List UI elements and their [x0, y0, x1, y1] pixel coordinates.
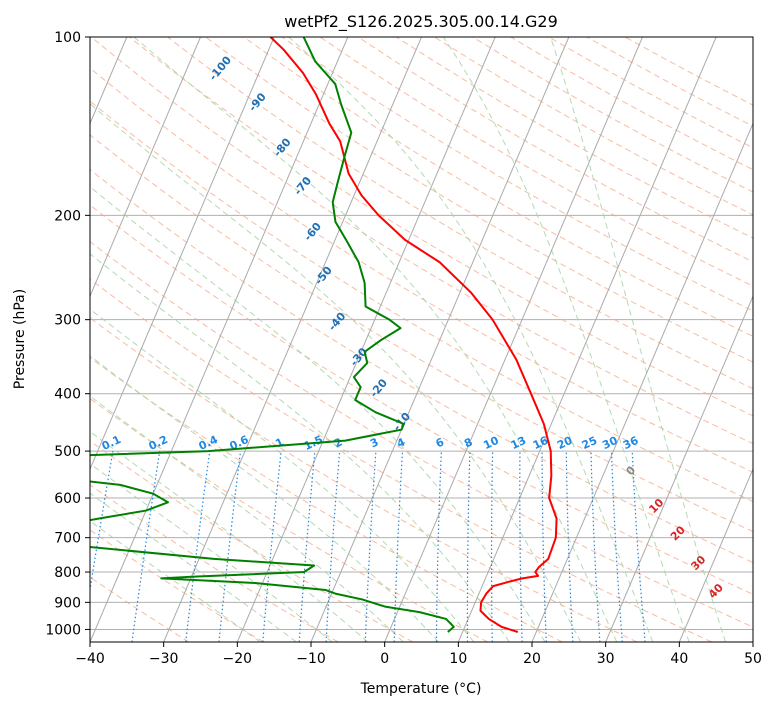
y-axis-label: Pressure (hPa)	[12, 289, 28, 389]
y-tick-label: 700	[54, 531, 81, 547]
x-tick-label: 30	[597, 651, 615, 667]
isotherm	[90, 37, 349, 642]
mixing-ratio-label: 30	[600, 434, 620, 452]
moist-adiabat	[90, 430, 369, 642]
isotherm	[310, 37, 570, 642]
y-tick-label: 600	[54, 491, 81, 507]
mixing-ratio-label: 13	[509, 434, 528, 452]
moist-adiabat	[288, 37, 654, 642]
dry-adiabat	[243, 37, 753, 337]
x-tick-label: 50	[744, 651, 762, 667]
moist-adiabat	[90, 492, 297, 642]
moist-adiabat	[90, 308, 475, 642]
moist-adiabat	[90, 395, 404, 642]
y-tick-label: 1000	[45, 622, 81, 638]
isotherm	[678, 467, 753, 642]
moist-adiabat	[90, 463, 333, 642]
dry-adiabat	[281, 37, 753, 312]
dry-adiabat	[90, 278, 712, 642]
profiles	[90, 37, 558, 633]
mixing-ratio-label: 36	[621, 434, 641, 452]
mixing-ratio-line	[262, 451, 282, 642]
isotherm	[90, 37, 275, 471]
dry-adiabat	[90, 397, 488, 642]
y-tick-label: 100	[54, 30, 81, 46]
mixing-ratio-line	[218, 451, 242, 642]
dry-adiabat	[90, 134, 753, 533]
x-tick-label: −30	[149, 651, 179, 667]
x-tick-label: 40	[670, 651, 688, 667]
mixing-ratio-label: 20	[555, 434, 575, 452]
moist-adiabat	[90, 103, 582, 642]
plot-frame	[89, 36, 754, 643]
mixing-ratio-label: 16	[531, 434, 551, 452]
background-lines	[90, 37, 753, 642]
mixing-ratio-label: 10	[481, 434, 501, 452]
x-tick-label: 20	[523, 651, 541, 667]
x-tick-label: −10	[296, 651, 326, 667]
x-axis-ticks: −40 −30 −20 −10 0 10 20 30 40 50	[75, 642, 762, 667]
y-tick-label: 500	[54, 444, 81, 460]
dry-adiabat	[129, 37, 753, 417]
moist-adiabat	[90, 355, 439, 642]
mixing-ratio-line	[185, 451, 211, 642]
isotherm	[605, 295, 753, 642]
x-tick-label: 0	[380, 651, 389, 667]
isotherm	[531, 122, 753, 642]
moist-adiabat	[90, 253, 510, 642]
dry-adiabats	[90, 37, 753, 642]
isotherm	[163, 37, 422, 642]
moist-adiabats	[90, 37, 727, 642]
moist-adiabat	[550, 37, 727, 642]
y-axis-ticks: 100 200 300 400 500 600 700 800 900 1000	[45, 30, 90, 638]
isotherms	[90, 37, 753, 642]
x-tick-label: −40	[75, 651, 105, 667]
dry-adiabat	[90, 317, 638, 642]
y-tick-label: 400	[54, 387, 81, 403]
dry-adiabat	[90, 168, 753, 564]
pressure-gridlines	[90, 37, 753, 630]
dry-adiabat	[90, 529, 264, 642]
dry-adiabat	[90, 100, 753, 503]
moist-adiabat	[442, 37, 690, 642]
x-tick-label: −20	[223, 651, 253, 667]
isotherm	[457, 37, 717, 642]
isotherm	[90, 37, 201, 298]
dry-adiabat	[90, 241, 753, 628]
dry-adiabat	[90, 37, 753, 445]
mixing-ratio-line	[90, 450, 114, 594]
chart-title: wetPf2_S126.2025.305.00.14.G29	[284, 12, 558, 32]
mixing-ratio-line	[298, 451, 316, 642]
y-tick-label: 800	[54, 565, 81, 581]
y-tick-label: 900	[54, 595, 81, 611]
isotherm	[384, 37, 643, 642]
plot-area-background	[90, 37, 753, 642]
dry-adiabat	[90, 484, 339, 642]
moist-adiabat	[133, 37, 618, 642]
mixing-ratio-label: 25	[580, 434, 599, 452]
y-tick-label: 300	[54, 313, 81, 329]
dewpoint-profile-line	[90, 37, 455, 633]
x-axis-label: Temperature (°C)	[360, 681, 482, 697]
x-tick-label: 10	[449, 651, 467, 667]
dry-adiabat	[90, 204, 753, 595]
isotherm	[236, 37, 496, 642]
moist-adiabat	[90, 520, 261, 642]
y-tick-label: 200	[54, 208, 81, 224]
dry-adiabat	[90, 356, 563, 642]
